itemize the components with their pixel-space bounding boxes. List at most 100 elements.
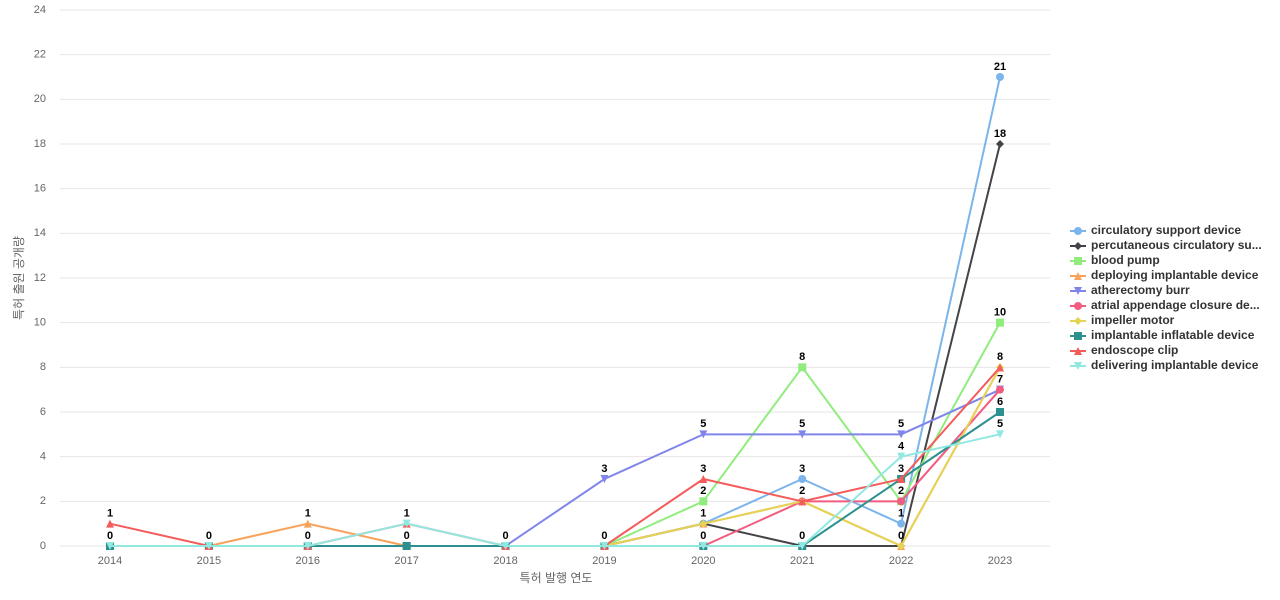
data-label: 0 <box>601 530 607 542</box>
data-label: 10 <box>994 307 1006 319</box>
y-tick-label: 12 <box>34 272 46 284</box>
y-tick-label: 20 <box>34 93 46 105</box>
data-label: 6 <box>997 396 1003 408</box>
y-tick-label: 14 <box>34 227 46 239</box>
data-label: 1 <box>898 508 904 520</box>
marker <box>897 519 906 528</box>
marker <box>699 430 708 439</box>
x-tick-label: 2018 <box>493 555 517 567</box>
y-tick-label: 22 <box>34 49 46 61</box>
x-tick-label: 2022 <box>889 555 913 567</box>
data-label: 3 <box>898 463 904 475</box>
marker <box>699 519 708 528</box>
data-label: 1 <box>404 508 410 520</box>
x-tick-label: 2015 <box>197 555 221 567</box>
marker <box>501 542 510 550</box>
legend-label: delivering implantable device <box>1091 358 1259 372</box>
line <box>110 388 1001 547</box>
series <box>106 408 1004 550</box>
marker <box>303 519 312 528</box>
legend-label: atrial appendage closure de... <box>1091 298 1260 312</box>
legend-label: implantable inflatable device <box>1091 328 1255 342</box>
data-label: 3 <box>799 463 805 475</box>
legend-label: impeller motor <box>1091 313 1175 327</box>
line <box>110 389 1001 547</box>
x-tick-label: 2016 <box>296 555 320 567</box>
data-label: 5 <box>898 418 904 430</box>
series <box>106 385 1004 550</box>
legend-label: atherectomy burr <box>1091 283 1190 297</box>
data-label: 4 <box>898 441 905 453</box>
data-label: 3 <box>601 463 607 475</box>
marker <box>996 385 1004 394</box>
legend-label: endoscope clip <box>1091 343 1178 357</box>
marker <box>996 408 1004 416</box>
marker <box>1074 332 1082 340</box>
x-tick-label: 2014 <box>98 555 122 567</box>
marker <box>303 542 312 550</box>
data-label: 0 <box>404 530 410 542</box>
marker <box>106 542 114 550</box>
marker <box>1074 257 1082 265</box>
legend-label: blood pump <box>1091 253 1160 267</box>
data-label: 21 <box>994 61 1006 73</box>
marker <box>897 452 906 461</box>
series <box>106 430 1004 550</box>
legend-item: blood pump <box>1070 253 1160 267</box>
marker <box>1074 317 1082 325</box>
marker <box>897 430 906 439</box>
data-label: 2 <box>700 485 706 497</box>
data-label: 18 <box>994 128 1006 140</box>
marker <box>1074 347 1082 355</box>
marker <box>897 497 906 506</box>
x-tick-label: 2017 <box>394 555 418 567</box>
data-label: 1 <box>305 508 311 520</box>
line <box>110 76 1001 547</box>
y-tick-label: 10 <box>34 317 46 329</box>
legend-item: atherectomy burr <box>1070 283 1190 297</box>
y-tick-label: 4 <box>40 451 46 463</box>
x-axis-title: 특허 발행 연도 <box>520 570 593 585</box>
marker <box>1074 302 1082 310</box>
legend-item: delivering implantable device <box>1070 358 1259 372</box>
series <box>106 73 1004 550</box>
marker <box>897 542 906 550</box>
marker <box>204 542 213 550</box>
marker <box>106 519 114 528</box>
line <box>110 143 1001 547</box>
marker <box>798 497 807 506</box>
marker <box>996 363 1004 372</box>
marker <box>600 475 609 483</box>
marker <box>996 73 1004 81</box>
data-label: 0 <box>799 530 805 542</box>
data-label: 7 <box>997 374 1003 386</box>
legend-label: deploying implantable device <box>1091 268 1259 282</box>
data-label: 0 <box>502 530 508 542</box>
legend-item: impeller motor <box>1070 313 1175 327</box>
legend-item: percutaneous circulatory su... <box>1070 238 1262 252</box>
series <box>106 385 1004 550</box>
marker <box>897 475 906 483</box>
data-label: 0 <box>898 530 904 542</box>
data-label: 2 <box>799 485 805 497</box>
legend-item: circulatory support device <box>1070 223 1241 237</box>
data-label: 0 <box>107 530 113 542</box>
data-label: 5 <box>799 418 805 430</box>
marker <box>996 140 1004 148</box>
y-tick-label: 0 <box>40 540 46 552</box>
marker <box>1074 287 1082 295</box>
legend-item: endoscope clip <box>1070 343 1178 357</box>
marker <box>402 519 411 528</box>
data-label: 0 <box>206 530 212 542</box>
marker <box>1074 242 1082 250</box>
data-label: 3 <box>700 463 706 475</box>
data-label: 8 <box>997 351 1003 363</box>
y-tick-label: 2 <box>40 495 46 507</box>
y-tick-label: 16 <box>34 183 46 195</box>
marker <box>798 542 807 550</box>
marker <box>699 475 708 483</box>
marker <box>996 430 1004 439</box>
data-label: 2 <box>898 485 904 497</box>
y-tick-label: 6 <box>40 406 46 418</box>
